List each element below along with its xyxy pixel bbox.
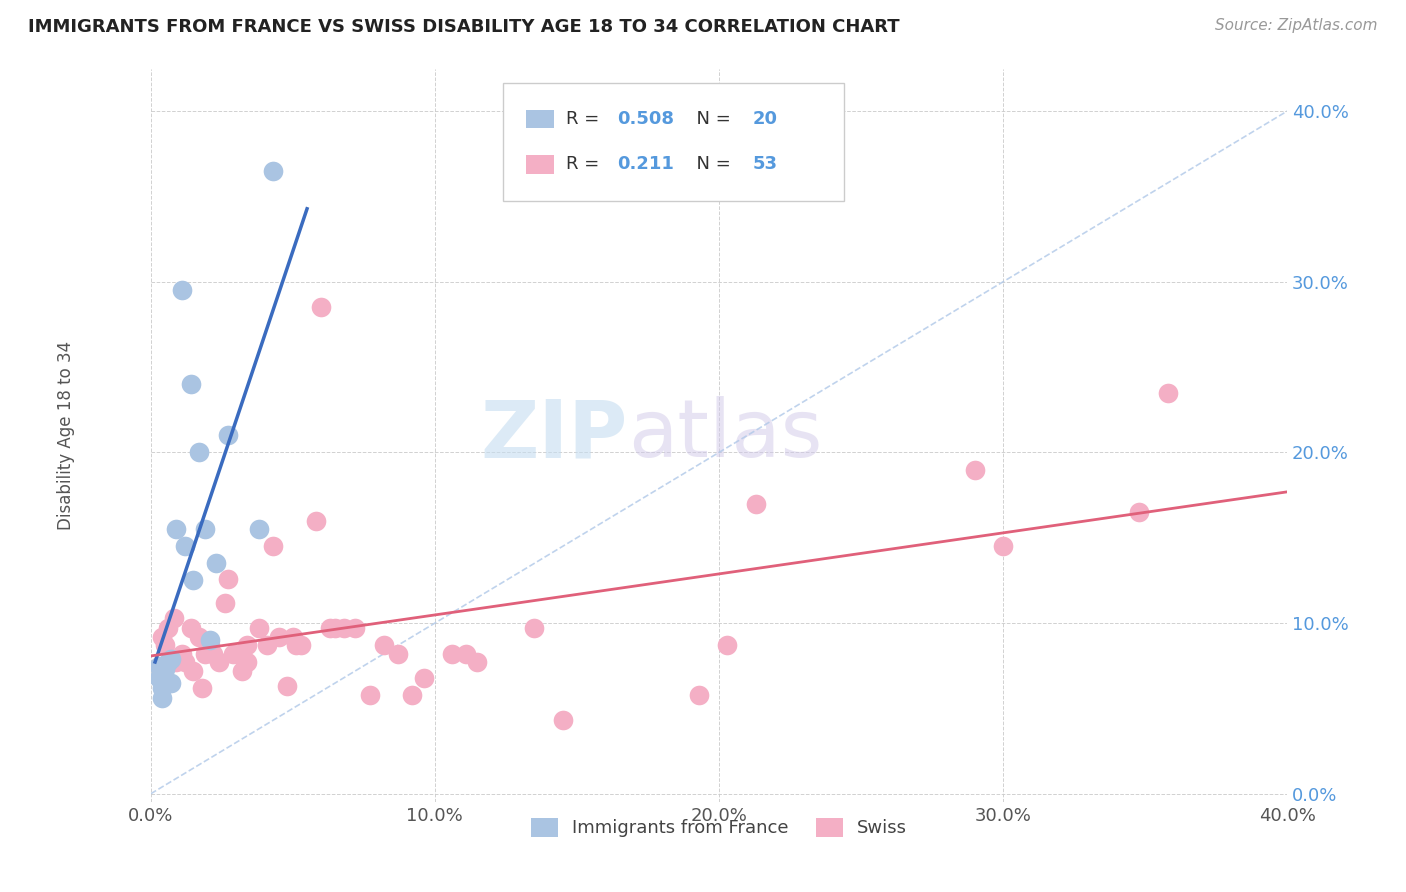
Point [150,630,173,644]
Point [412,671,434,685]
Point [1128,505,1150,519]
Point [716,638,738,652]
Point [208,656,231,670]
Point [319,621,342,635]
Point [217,428,239,442]
Text: 53: 53 [754,155,778,174]
Point [387,647,409,661]
Y-axis label: Disability Age 18 to 34: Disability Age 18 to 34 [58,341,75,530]
Point [991,539,1014,553]
Point [276,679,298,693]
Text: ZIP: ZIP [481,396,628,475]
Point [228,647,250,661]
Point [202,647,225,661]
Point [333,621,356,635]
Point [153,662,176,676]
Point [159,652,181,666]
Point [284,638,307,652]
Point [267,630,290,644]
Point [150,691,173,706]
Point [344,621,367,635]
Point [159,675,181,690]
Point [304,514,326,528]
Legend: Immigrants from France, Swiss: Immigrants from France, Swiss [523,811,914,845]
Point [236,638,259,652]
Text: IMMIGRANTS FROM FRANCE VS SWISS DISABILITY AGE 18 TO 34 CORRELATION CHART: IMMIGRANTS FROM FRANCE VS SWISS DISABILI… [28,18,900,36]
Point [1157,385,1180,400]
Point [236,656,259,670]
Point [467,656,489,670]
Point [183,574,205,588]
Text: Source: ZipAtlas.com: Source: ZipAtlas.com [1215,18,1378,33]
Point [231,664,253,678]
Bar [526,155,554,174]
Point [325,621,347,635]
Point [194,522,217,536]
Point [290,638,312,652]
Point [165,522,187,536]
Point [256,638,278,652]
Point [359,688,381,702]
Point [281,630,304,644]
Point [963,462,986,476]
Point [200,638,222,652]
Point [309,301,332,315]
Point [262,164,284,178]
Point [373,638,395,652]
Bar [526,110,554,128]
Point [688,688,710,702]
Text: N =: N = [685,111,737,128]
Point [551,714,574,728]
Point [180,621,202,635]
Point [174,539,197,553]
Text: N =: N = [685,155,737,174]
Point [165,656,187,670]
Point [174,656,197,670]
Point [194,647,217,661]
Text: R =: R = [565,111,605,128]
Point [183,664,205,678]
Point [456,647,478,661]
Point [148,671,170,685]
Text: 0.508: 0.508 [617,111,673,128]
Text: atlas: atlas [628,396,823,475]
Text: 0.211: 0.211 [617,155,673,174]
FancyBboxPatch shape [503,83,844,201]
Point [205,557,228,571]
Point [156,656,179,670]
Point [156,621,179,635]
Point [262,539,284,553]
Point [150,681,173,695]
Point [222,647,245,661]
Point [247,621,270,635]
Point [401,688,423,702]
Point [214,596,236,610]
Point [188,630,211,644]
Point [180,377,202,392]
Point [217,572,239,586]
Point [200,633,222,648]
Point [523,621,546,635]
Point [162,611,184,625]
Point [153,638,176,652]
Point [148,658,170,673]
Point [440,647,463,661]
Point [188,445,211,459]
Point [170,284,193,298]
Text: R =: R = [565,155,605,174]
Point [170,647,193,661]
Point [745,497,768,511]
Point [247,522,270,536]
Point [191,681,214,695]
Text: 20: 20 [754,111,778,128]
